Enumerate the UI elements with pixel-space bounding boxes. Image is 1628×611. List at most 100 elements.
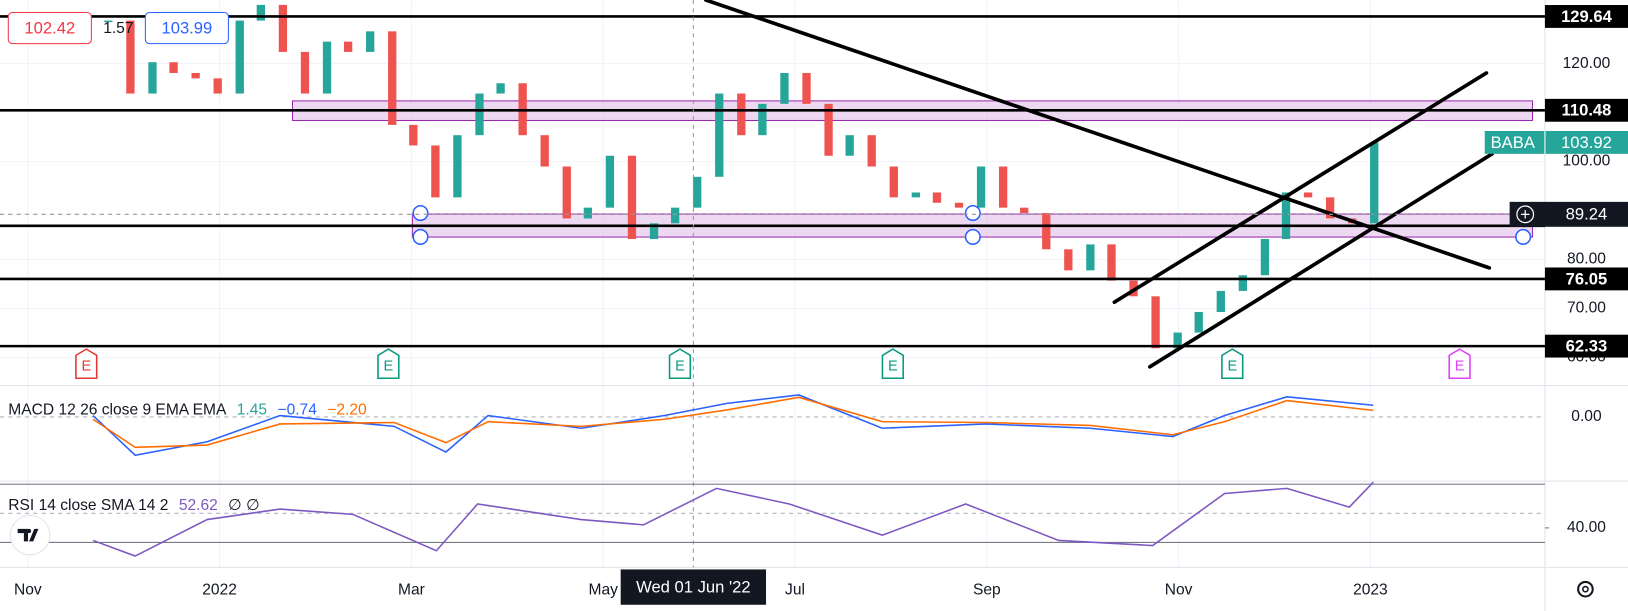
indicator-title: RSI 14 close SMA 14 2 bbox=[8, 497, 168, 514]
logo[interactable] bbox=[9, 514, 51, 556]
drawing-handle bbox=[412, 204, 429, 222]
buy-box[interactable] bbox=[144, 11, 229, 45]
candle bbox=[845, 135, 854, 156]
earnings-label: E bbox=[888, 359, 898, 375]
x-tick-label: Nov bbox=[1165, 581, 1193, 598]
candle bbox=[693, 176, 702, 208]
candle bbox=[562, 166, 571, 219]
symbol-label-bg bbox=[1484, 130, 1628, 154]
candle bbox=[1151, 296, 1160, 349]
drawing-handle bbox=[964, 204, 981, 222]
y-tick-label: 40.00 bbox=[1567, 519, 1606, 536]
add-alert-plus bbox=[1521, 210, 1530, 219]
candle bbox=[213, 78, 222, 94]
candle bbox=[889, 166, 898, 198]
last-price: 103.92 bbox=[1561, 133, 1612, 152]
candle bbox=[627, 155, 637, 240]
candle bbox=[1370, 142, 1379, 224]
candle bbox=[1194, 311, 1203, 333]
candle bbox=[758, 103, 767, 136]
candle bbox=[409, 124, 418, 146]
candle bbox=[649, 223, 659, 240]
candle bbox=[126, 20, 135, 94]
earnings-marker bbox=[1448, 348, 1471, 380]
trendline bbox=[1112, 71, 1489, 305]
trendline bbox=[1148, 151, 1495, 369]
candle bbox=[1260, 239, 1270, 276]
crosshair-x-label-bg bbox=[620, 569, 767, 605]
candle bbox=[824, 103, 833, 156]
candle bbox=[322, 41, 332, 94]
candle bbox=[475, 93, 484, 136]
candle bbox=[715, 93, 724, 177]
candle bbox=[1325, 197, 1335, 219]
x-tick-label: Sep bbox=[973, 581, 1001, 598]
crosshair-x-label: Wed 01 Jun '22 bbox=[636, 578, 751, 597]
candle bbox=[1238, 275, 1248, 291]
level-label-bg bbox=[1544, 98, 1628, 122]
indicator-line bbox=[92, 481, 1374, 557]
earnings-label: E bbox=[81, 359, 91, 375]
earnings-label: E bbox=[1455, 359, 1465, 375]
x-tick-label: May bbox=[588, 581, 618, 598]
candle bbox=[802, 72, 811, 104]
x-tick-label: 2023 bbox=[1353, 581, 1388, 598]
candle bbox=[932, 192, 942, 203]
indicator-line bbox=[92, 396, 1374, 449]
level-label-bg bbox=[1544, 5, 1628, 28]
candle bbox=[605, 155, 615, 208]
candle bbox=[453, 135, 462, 198]
y-tick-label: 100.00 bbox=[1563, 153, 1611, 170]
candle bbox=[169, 62, 178, 73]
candle bbox=[1020, 207, 1029, 214]
earnings-marker bbox=[75, 348, 98, 380]
level-label: 129.64 bbox=[1561, 7, 1613, 26]
add-alert-icon bbox=[1516, 205, 1535, 224]
indicator-value: 1.45 bbox=[237, 402, 268, 419]
indicator-value: −0.74 bbox=[277, 402, 317, 419]
candle bbox=[954, 202, 964, 208]
candle bbox=[235, 20, 244, 94]
x-tick-label: Nov bbox=[14, 581, 42, 598]
earnings-label: E bbox=[675, 359, 685, 375]
earnings-marker bbox=[1221, 348, 1244, 380]
candle bbox=[104, 20, 113, 23]
level-label: 110.48 bbox=[1562, 101, 1612, 120]
level-label: 76.05 bbox=[1566, 269, 1608, 288]
spread: 1.57 bbox=[103, 20, 133, 37]
crosshair-y-label: 89.24 bbox=[1566, 205, 1608, 224]
earnings-label: E bbox=[1227, 359, 1237, 375]
sell-price: 102.42 bbox=[24, 18, 75, 37]
candle bbox=[1107, 244, 1116, 281]
settings-icon[interactable] bbox=[1577, 580, 1594, 598]
candle bbox=[976, 166, 986, 208]
candle bbox=[780, 72, 789, 104]
candle bbox=[1173, 332, 1182, 349]
candle bbox=[1086, 244, 1095, 271]
drawing-handle bbox=[964, 228, 981, 245]
candle bbox=[388, 31, 397, 125]
earnings-marker bbox=[668, 348, 692, 380]
y-tick-label: 120.00 bbox=[1563, 55, 1611, 72]
candle bbox=[867, 135, 876, 167]
candle bbox=[670, 207, 680, 224]
symbol-label: BABA bbox=[1491, 133, 1536, 152]
x-tick-label: Mar bbox=[398, 581, 425, 598]
earnings-marker bbox=[881, 348, 904, 380]
indicator-value: −2.20 bbox=[327, 402, 367, 419]
candle bbox=[496, 83, 505, 94]
candle bbox=[191, 72, 200, 79]
candle bbox=[148, 62, 157, 94]
candle bbox=[256, 4, 265, 21]
buy-price: 103.99 bbox=[161, 18, 212, 37]
level-label: 62.33 bbox=[1566, 337, 1608, 356]
candle bbox=[278, 4, 288, 52]
drawing-handle bbox=[412, 228, 429, 245]
drawing-handle bbox=[1515, 228, 1532, 245]
sell-box[interactable] bbox=[7, 11, 92, 45]
level-label-bg bbox=[1544, 267, 1628, 291]
y-tick-label: 0.00 bbox=[1571, 408, 1602, 425]
